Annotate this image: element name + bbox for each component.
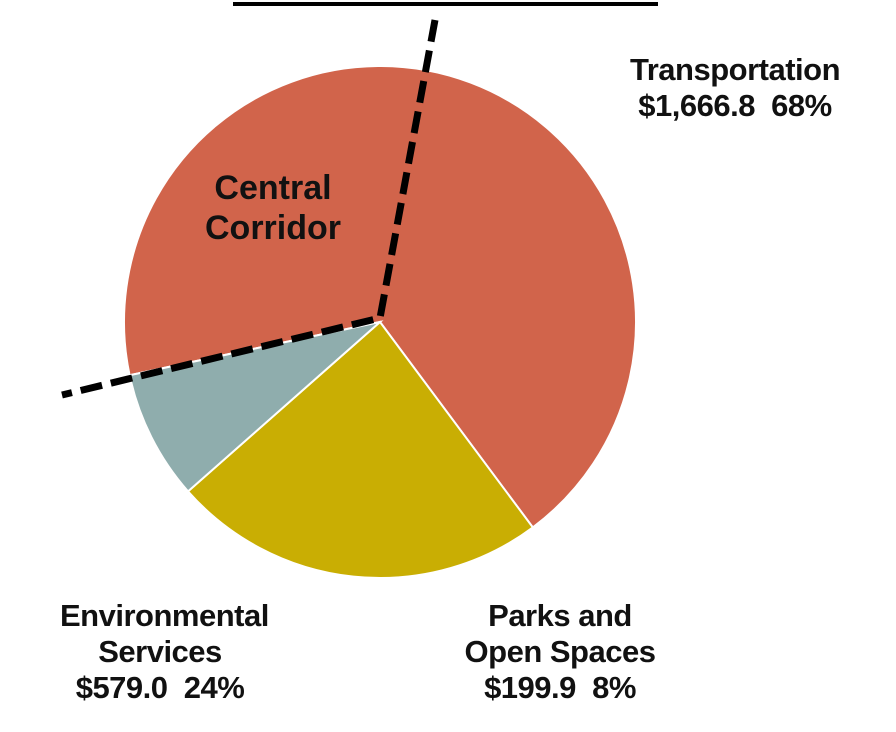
annotation: Central Corridor [205, 169, 341, 247]
value-label: $1,666.8 68% [638, 88, 832, 123]
value-label: $199.9 8% [484, 670, 636, 705]
category-name: Environmental Services [60, 598, 269, 669]
dashed-boundary [61, 19, 439, 399]
category-name: Transportation [629, 52, 841, 87]
slice-label: Parks and Open Spaces $199.9 8% [390, 598, 730, 706]
value-label: $579.0 24% [75, 670, 245, 705]
pie-slice [186, 320, 535, 579]
category-name: Parks and Open Spaces [464, 598, 656, 669]
slice-label: Environmental Services $579.0 24% [0, 598, 320, 706]
slice-label: Transportation $1,666.8 68% [575, 52, 895, 124]
pie-slice [123, 65, 637, 529]
